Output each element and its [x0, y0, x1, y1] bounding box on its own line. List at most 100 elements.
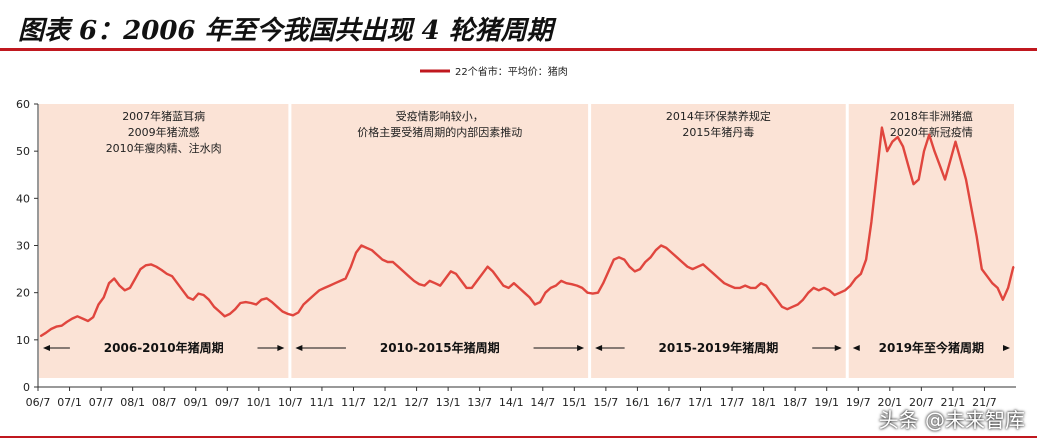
cycle-note: 2007年猪蓝耳病 [122, 109, 205, 123]
data-point [71, 317, 73, 320]
data-point [265, 297, 268, 300]
data-point [45, 331, 47, 334]
legend: 22个省市：平均价：猪肉 [420, 65, 568, 78]
data-point [944, 178, 946, 181]
data-point [697, 265, 699, 268]
data-point [844, 289, 846, 292]
data-point [534, 303, 536, 306]
data-point [986, 275, 988, 277]
data-point [218, 310, 221, 313]
cycle-label: 2015-2019年猪周期 [659, 340, 779, 355]
data-point [213, 306, 215, 308]
data-point [428, 280, 431, 282]
data-point [665, 247, 668, 249]
data-point [702, 263, 704, 266]
x-tick-label: 06/7 [26, 396, 51, 409]
data-point [81, 317, 84, 320]
data-point [881, 126, 883, 129]
data-point [707, 268, 710, 270]
data-point [917, 178, 920, 181]
data-point [728, 284, 731, 287]
y-tick-label: 60 [16, 98, 30, 111]
data-point [297, 311, 300, 314]
x-tick-label: 17/1 [688, 396, 713, 409]
y-tick-label: 50 [16, 145, 30, 158]
data-point [39, 335, 42, 337]
data-point [139, 268, 142, 270]
x-tick-label: 11/1 [310, 396, 335, 409]
data-point [460, 280, 463, 282]
data-point [618, 256, 620, 259]
data-point [991, 282, 994, 285]
data-point [423, 284, 426, 287]
x-tick-label: 14/7 [530, 396, 555, 409]
series-layer [39, 126, 1015, 338]
arrow-head-right [1003, 345, 1010, 351]
data-point [760, 282, 762, 285]
data-point [591, 292, 594, 295]
data-point [686, 265, 689, 268]
data-point [623, 258, 626, 261]
data-point [607, 270, 610, 273]
data-point [155, 265, 158, 268]
data-point [87, 320, 89, 322]
x-tick-label: 18/7 [783, 396, 808, 409]
data-point [476, 280, 478, 282]
data-point [544, 291, 547, 294]
data-point [802, 298, 804, 301]
data-point [996, 287, 999, 289]
data-point [55, 325, 58, 328]
data-point [229, 313, 231, 315]
data-point [833, 294, 836, 296]
data-point [97, 303, 100, 306]
data-point [754, 287, 757, 289]
watermark: 头条 @未来智库 [878, 408, 1025, 432]
x-tick-label: 21/7 [972, 396, 997, 409]
data-point [565, 282, 568, 285]
data-point [292, 314, 294, 317]
data-point [612, 258, 615, 261]
data-point [712, 273, 715, 275]
top-rule [0, 48, 1037, 51]
data-point [786, 308, 789, 310]
data-point [386, 261, 389, 263]
data-point [434, 282, 436, 285]
data-point [392, 261, 394, 263]
data-point [981, 268, 983, 270]
arrow-head-right [834, 345, 842, 351]
data-point [397, 265, 399, 268]
cycle-label: 2019年至今猪周期 [879, 340, 984, 355]
data-point [223, 315, 226, 318]
arrow-head-left [295, 345, 303, 351]
data-point [407, 275, 410, 277]
x-tick-label: 12/7 [404, 396, 429, 409]
data-point [313, 294, 315, 296]
data-point [539, 301, 541, 303]
data-point [350, 265, 352, 268]
data-point [360, 244, 363, 247]
data-point [807, 291, 810, 294]
data-point [465, 287, 468, 289]
data-point [649, 256, 652, 259]
data-point [775, 298, 778, 301]
data-point [197, 292, 200, 295]
data-point [250, 302, 252, 304]
data-point [796, 303, 799, 306]
arrow-head-right [577, 345, 585, 351]
data-point [502, 284, 505, 287]
x-tick-label: 18/1 [751, 396, 776, 409]
cycle-note: 2014年环保禁养规定 [666, 109, 771, 123]
data-point [723, 282, 725, 285]
data-point [176, 282, 179, 285]
x-tick-label: 08/7 [152, 396, 177, 409]
x-tick-label: 09/7 [215, 396, 240, 409]
data-point [928, 133, 931, 136]
data-point [1012, 265, 1015, 268]
data-point [123, 289, 126, 292]
cycle-notes: 2007年猪蓝耳病 2009年猪流感 2010年瘦肉精、注水肉 受疫情影响较小， 价格主… [106, 109, 973, 155]
cycle-shades [39, 104, 1014, 378]
cycle-note: 价格主要受猪周期的内部因素推动 [357, 125, 522, 139]
y-tick-label: 40 [16, 192, 30, 205]
data-point [307, 298, 310, 301]
